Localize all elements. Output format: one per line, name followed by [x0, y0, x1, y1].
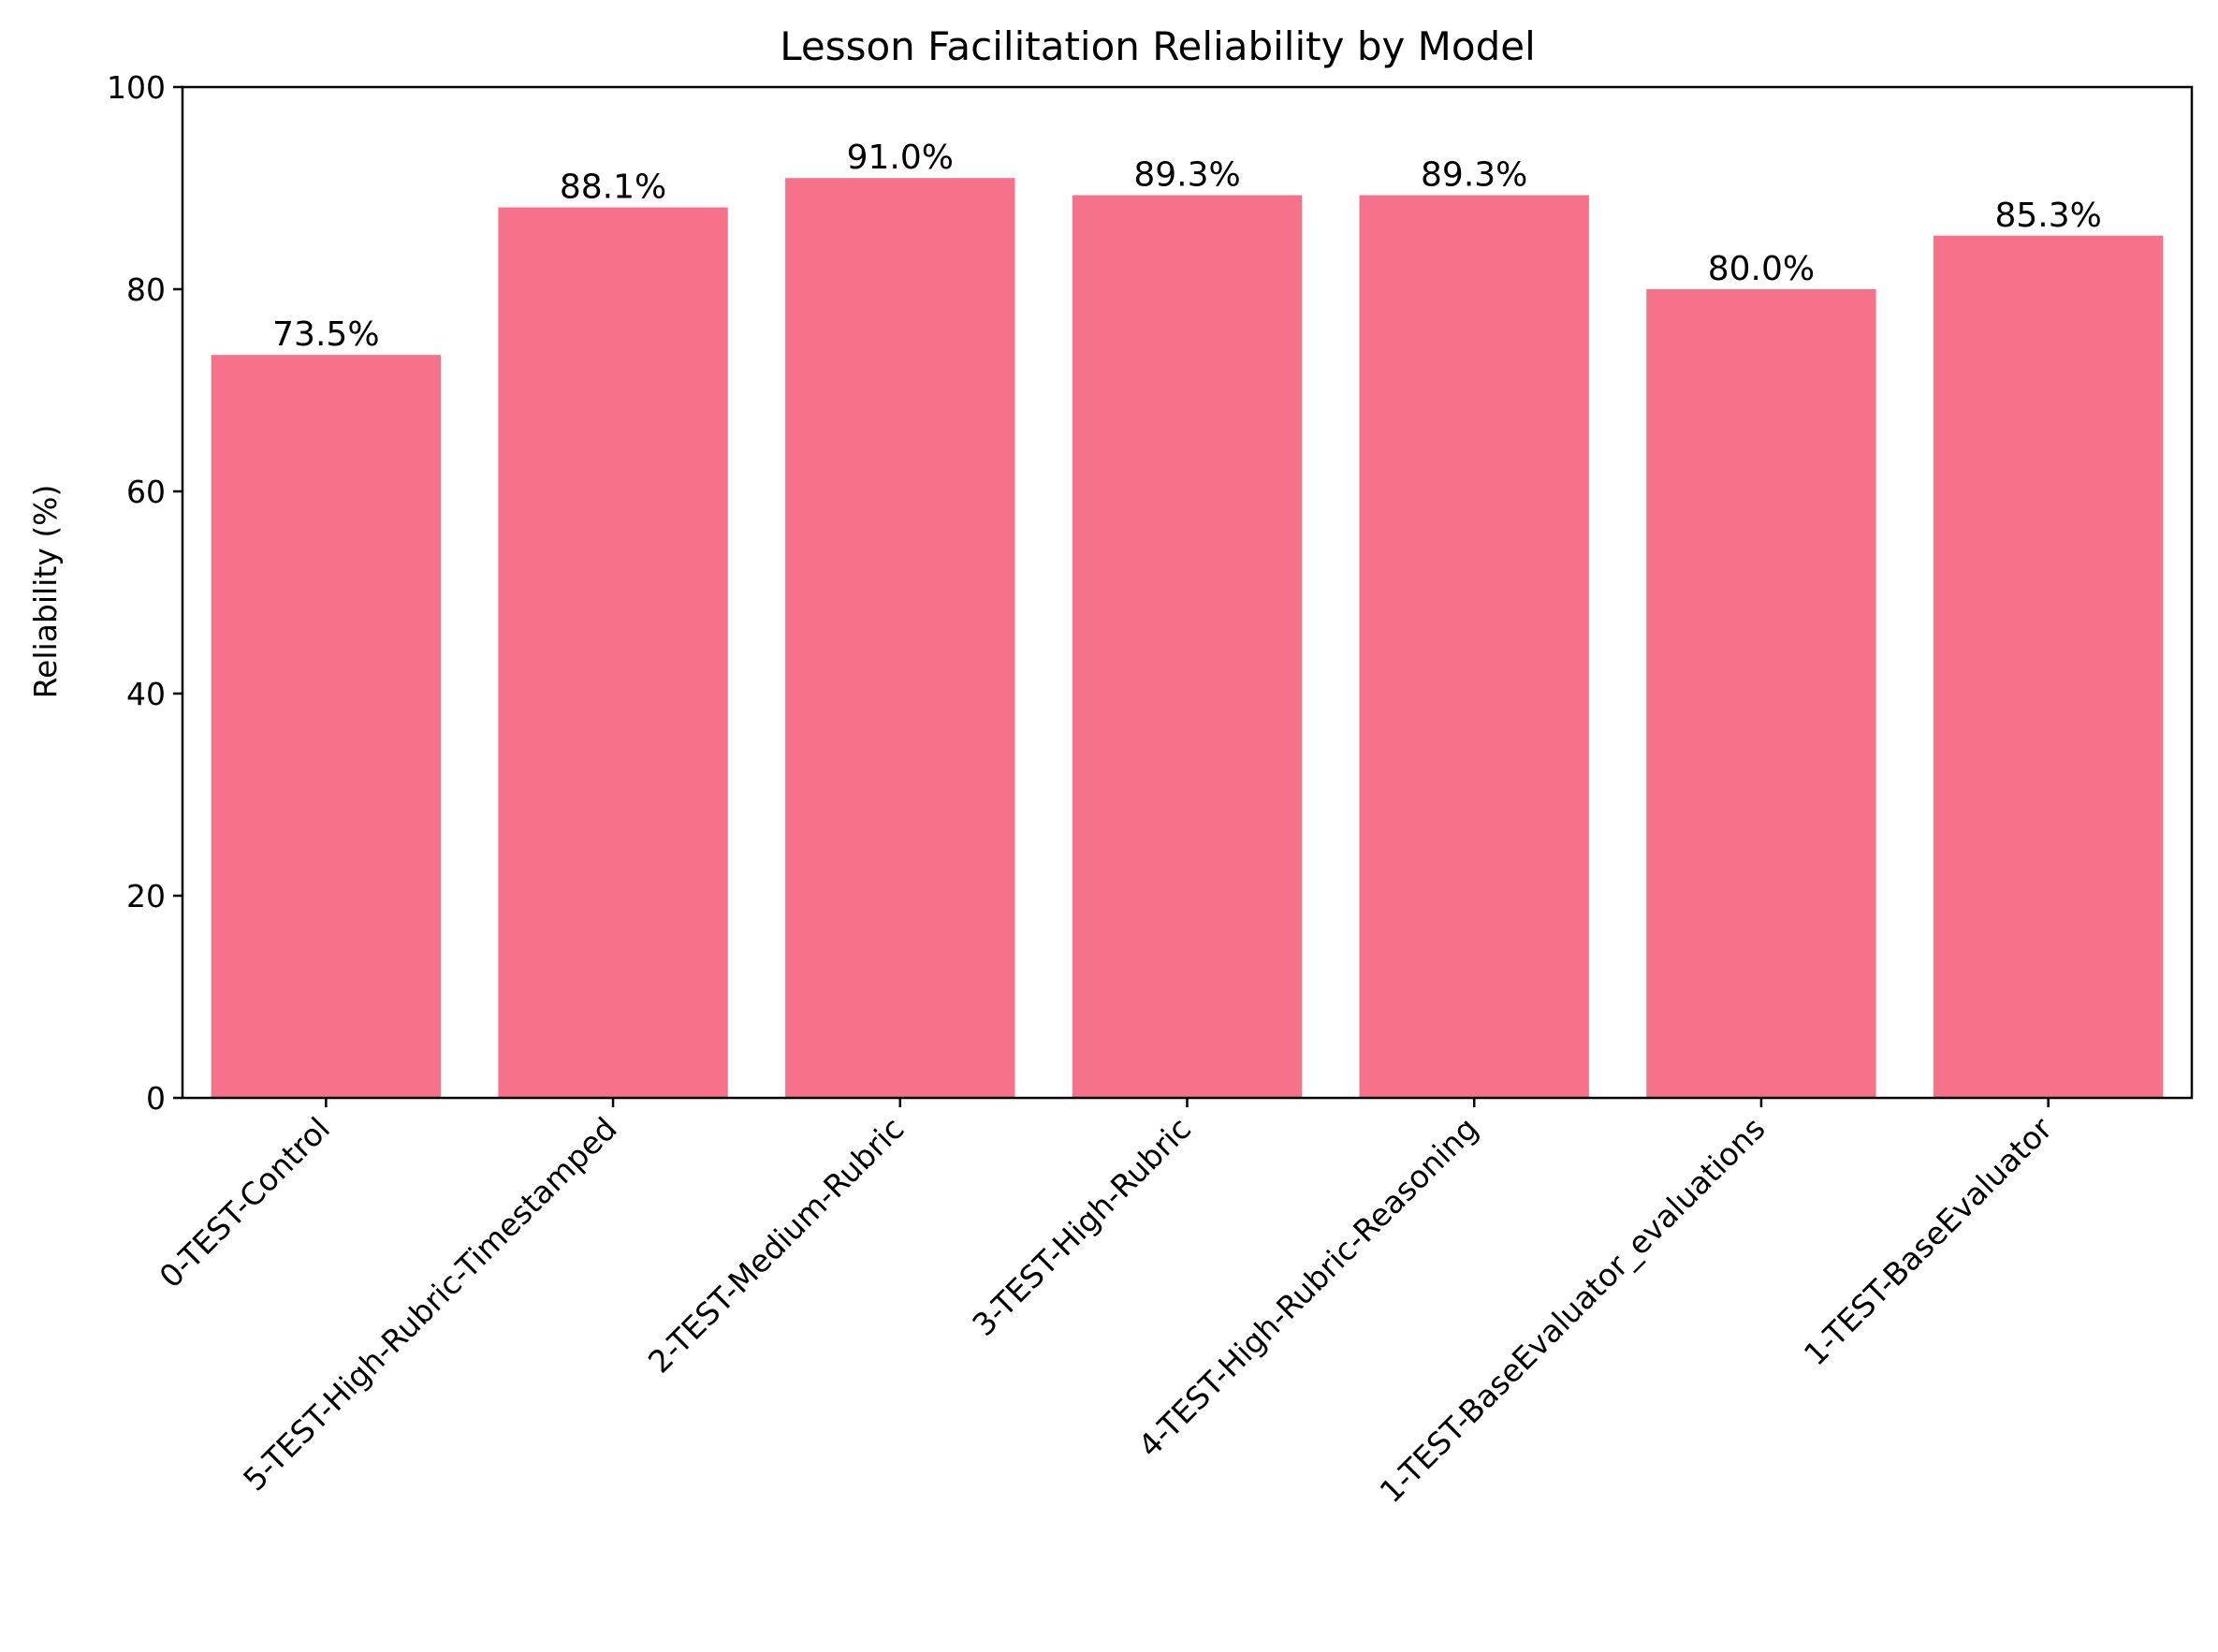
y-tick-label: 80 — [126, 271, 166, 308]
bar-value-label: 88.1% — [560, 168, 666, 207]
y-tick-label: 0 — [146, 1080, 166, 1117]
y-tick-label: 100 — [107, 69, 166, 106]
chart-title: Lesson Facilitation Reliability by Model — [780, 23, 1536, 69]
y-tick-label: 40 — [126, 676, 166, 712]
bar-value-label: 91.0% — [847, 139, 954, 177]
bar — [498, 207, 728, 1098]
bar-value-label: 89.3% — [1421, 156, 1527, 195]
bar — [1359, 195, 1589, 1098]
bar — [1646, 289, 1876, 1098]
x-tick-label: 1-TEST-BaseEvaluator — [1797, 1110, 2060, 1373]
bar — [1072, 195, 1303, 1098]
plot-area: 73.5% 88.1% 91.0% 89.3% 89.3% 80.0% 85.3% 0 20 40… — [107, 69, 2194, 1510]
bar-value-label: 85.3% — [1994, 197, 2101, 235]
y-tick-label: 20 — [126, 878, 166, 914]
x-tick-label: 4-TEST-High-Rubric-Reasoning — [1131, 1110, 1485, 1464]
bar-value-label: 73.5% — [272, 315, 379, 354]
x-tick-label: 3-TEST-High-Rubric — [965, 1110, 1198, 1343]
x-tick-label: 2-TEST-Medium-Rubric — [641, 1110, 911, 1380]
bar — [785, 178, 1015, 1098]
bar — [1933, 235, 2164, 1098]
bar-value-label: 80.0% — [1708, 250, 1815, 288]
x-tick-label: 0-TEST-Control — [153, 1110, 337, 1294]
bar-value-label: 89.3% — [1133, 156, 1240, 195]
bar — [211, 355, 442, 1098]
y-tick-label: 60 — [126, 474, 166, 510]
y-axis-label: Reliability (%) — [27, 485, 64, 699]
